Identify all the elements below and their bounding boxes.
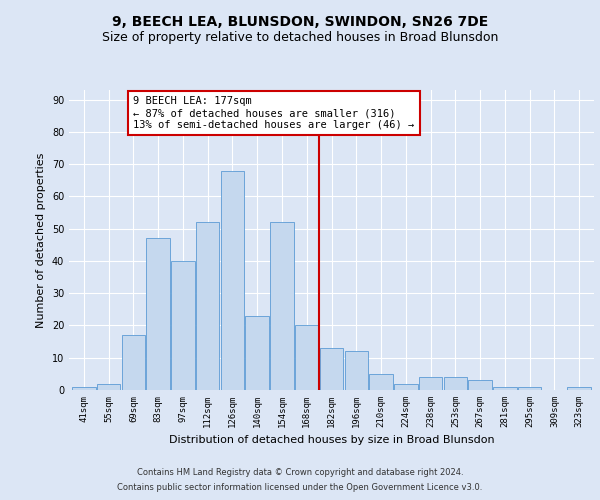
Bar <box>469 380 492 390</box>
Bar <box>344 352 368 390</box>
Bar <box>568 387 591 390</box>
Bar <box>369 374 393 390</box>
Bar <box>245 316 269 390</box>
Bar <box>518 387 541 390</box>
Bar <box>122 335 145 390</box>
Text: 9 BEECH LEA: 177sqm
← 87% of detached houses are smaller (316)
13% of semi-detac: 9 BEECH LEA: 177sqm ← 87% of detached ho… <box>133 96 415 130</box>
Text: 9, BEECH LEA, BLUNSDON, SWINDON, SN26 7DE: 9, BEECH LEA, BLUNSDON, SWINDON, SN26 7D… <box>112 16 488 30</box>
Y-axis label: Number of detached properties: Number of detached properties <box>36 152 46 328</box>
X-axis label: Distribution of detached houses by size in Broad Blunsdon: Distribution of detached houses by size … <box>169 436 494 446</box>
Bar <box>146 238 170 390</box>
Text: Size of property relative to detached houses in Broad Blunsdon: Size of property relative to detached ho… <box>102 31 498 44</box>
Bar <box>419 377 442 390</box>
Bar <box>493 387 517 390</box>
Bar <box>221 170 244 390</box>
Bar <box>394 384 418 390</box>
Bar <box>171 261 194 390</box>
Text: Contains public sector information licensed under the Open Government Licence v3: Contains public sector information licen… <box>118 483 482 492</box>
Bar <box>270 222 294 390</box>
Bar <box>320 348 343 390</box>
Bar <box>72 387 95 390</box>
Bar <box>97 384 121 390</box>
Bar <box>443 377 467 390</box>
Bar <box>295 326 319 390</box>
Text: Contains HM Land Registry data © Crown copyright and database right 2024.: Contains HM Land Registry data © Crown c… <box>137 468 463 477</box>
Bar <box>196 222 220 390</box>
